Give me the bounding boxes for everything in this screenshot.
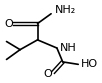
Text: NH: NH [60,43,77,53]
Text: O: O [44,69,53,79]
Text: NH₂: NH₂ [55,5,76,16]
Text: HO: HO [81,59,98,69]
Text: O: O [4,19,13,29]
